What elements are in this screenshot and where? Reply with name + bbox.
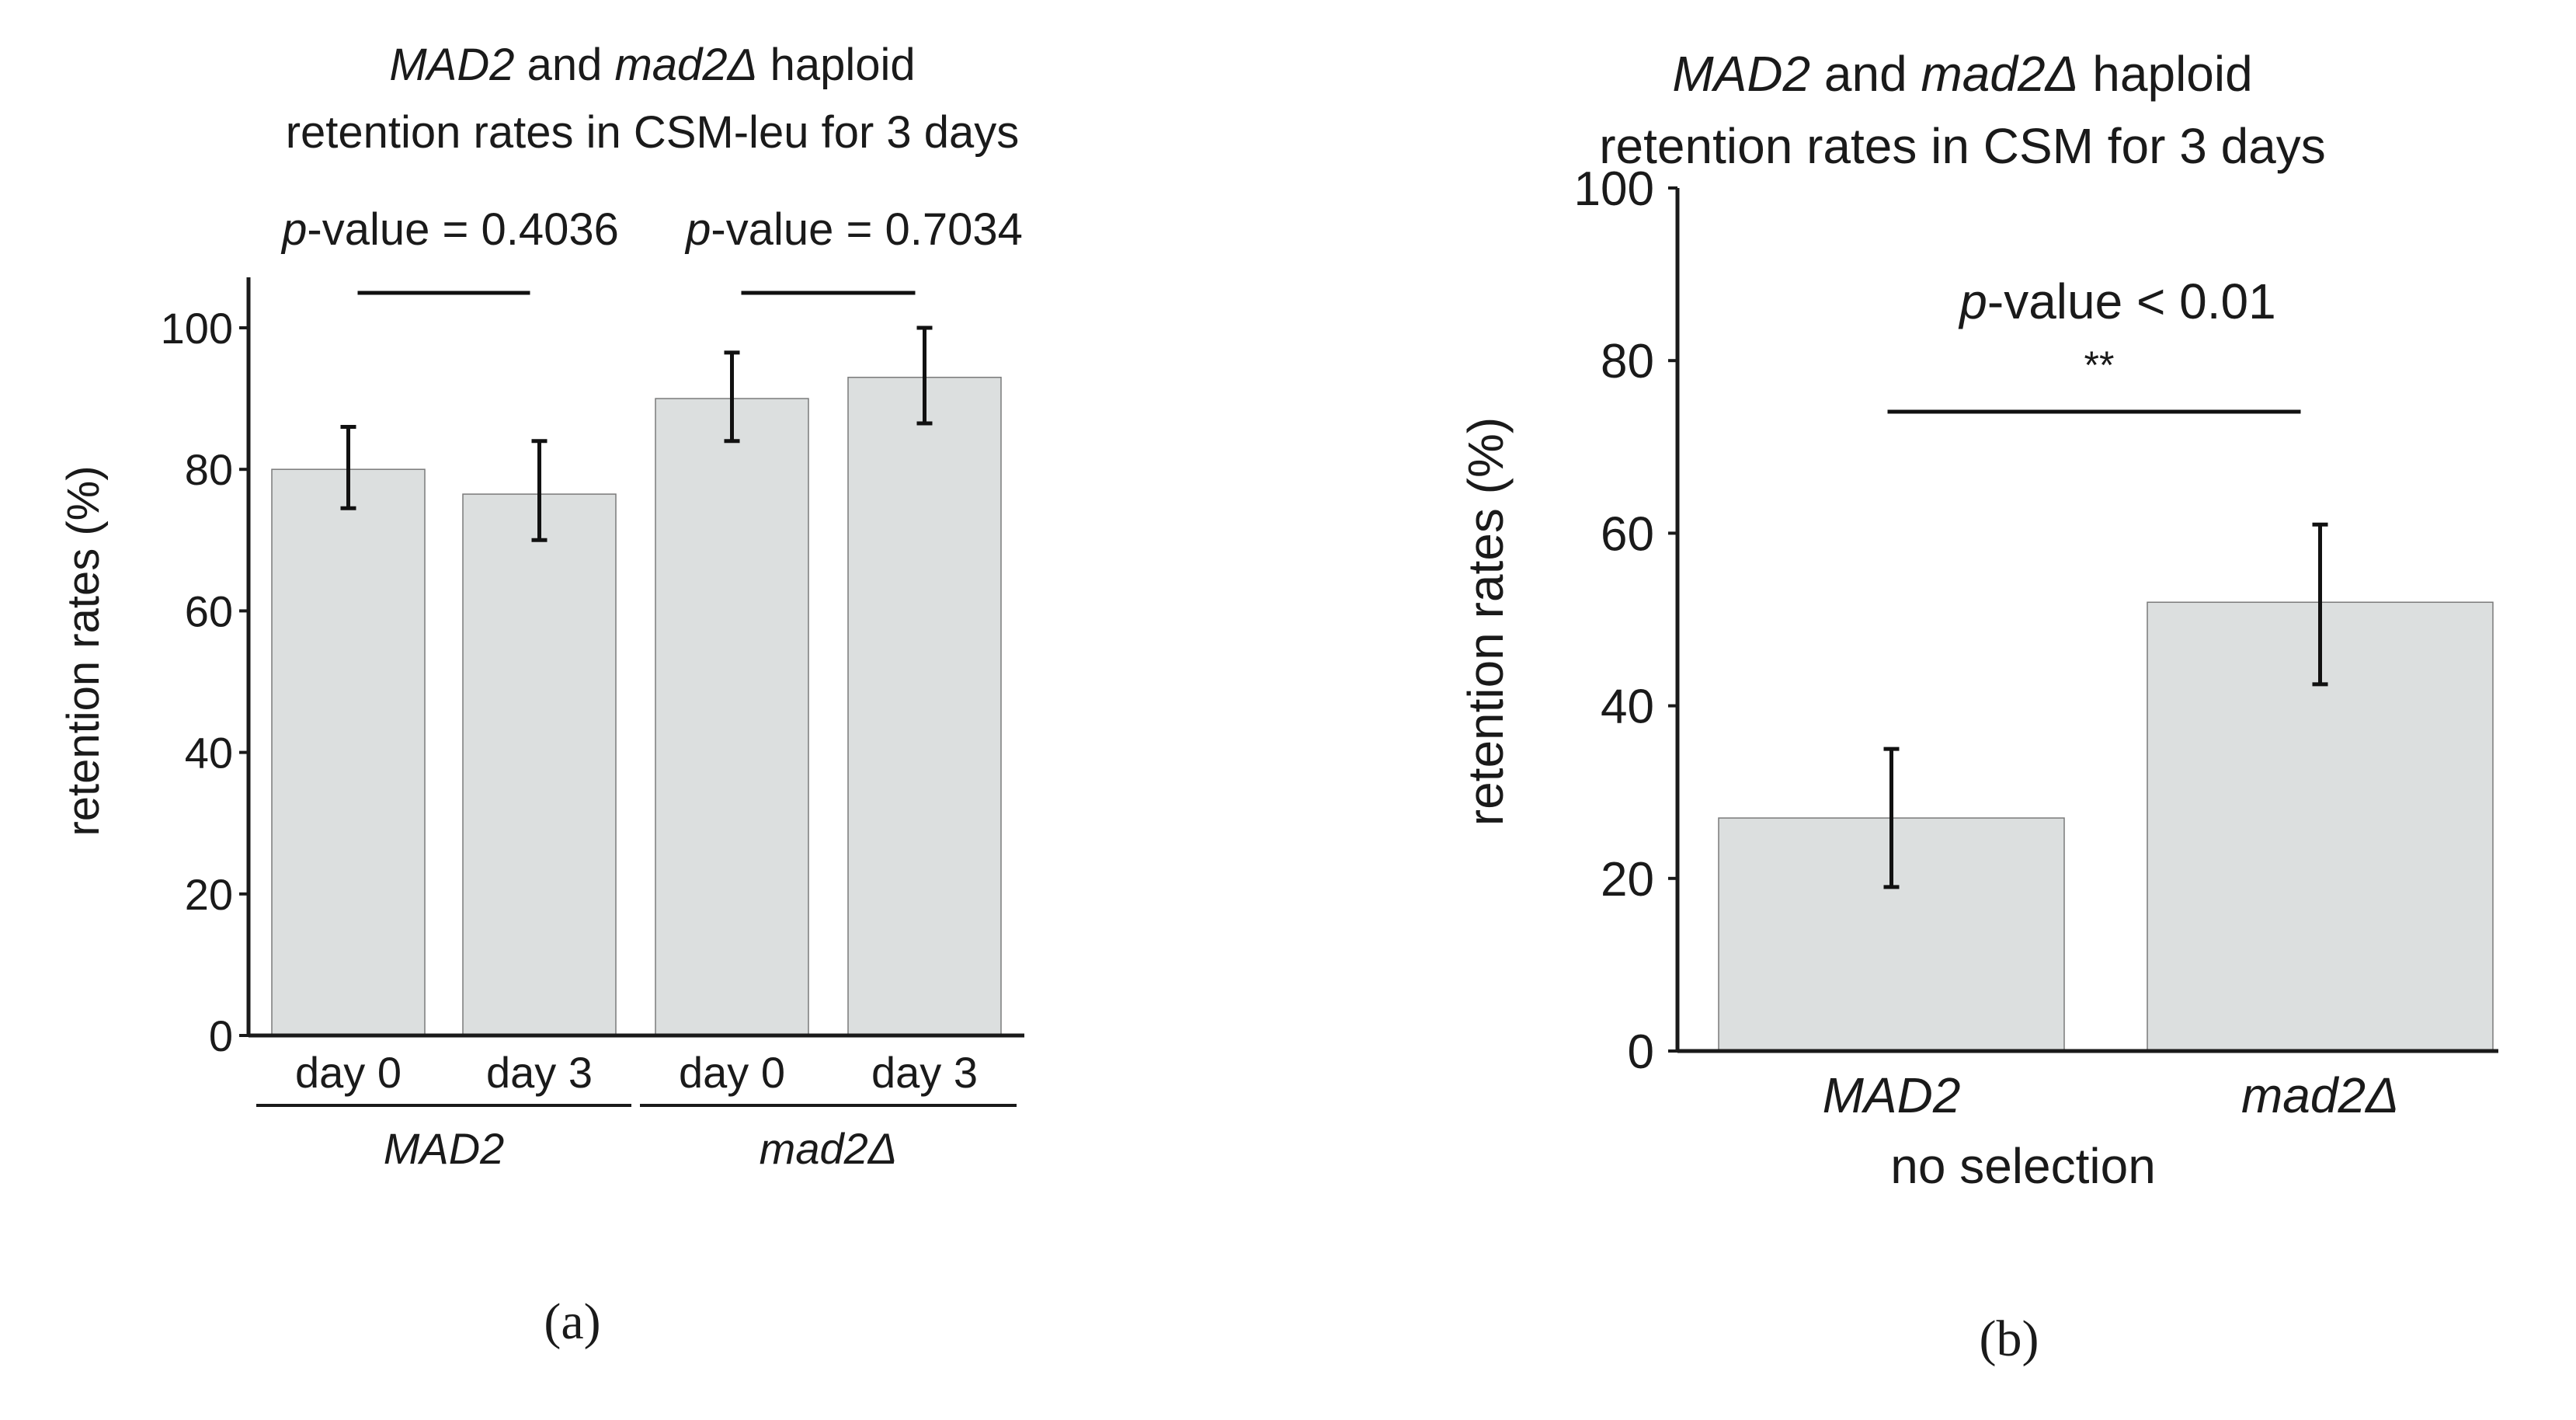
chart-a-errorbar-0	[340, 425, 356, 510]
chart-a-y-tick-label: 40	[185, 729, 233, 778]
chart-b-errorbars	[1883, 522, 2328, 889]
chart-a-y-tick-label: 80	[185, 445, 233, 494]
chart-b-errorbar-1	[2312, 522, 2328, 687]
chart-a-bar-2	[655, 398, 809, 1036]
chart-b-errorbar-0	[1883, 747, 1900, 889]
chart-a-bars	[271, 377, 1002, 1036]
chart-a: MAD2 and mad2Δ haploid retention rates i…	[58, 40, 1024, 1350]
chart-a-x-tick-label: day 0	[295, 1048, 402, 1097]
chart-a-bar-3	[847, 377, 1002, 1036]
chart-a-errorbars	[340, 325, 933, 542]
chart-b-y-tick-label: 100	[1574, 162, 1654, 216]
chart-a-group-label: mad2Δ	[760, 1124, 898, 1173]
chart-a-comparison-label: p-value = 0.7034	[684, 204, 1023, 255]
chart-a-x-tick-label: day 3	[871, 1048, 978, 1097]
chart-b-panel-label: (b)	[1980, 1310, 2039, 1367]
chart-b-y-tick-label: 40	[1601, 680, 1654, 734]
chart-a-errorbar-2	[724, 350, 740, 444]
chart-a-y-tick-label: 100	[161, 304, 233, 353]
chart-b: MAD2 and mad2Δ haploid retention rates i…	[1458, 46, 2498, 1367]
chart-a-group-label: MAD2	[384, 1124, 505, 1173]
chart-a-title-line1: MAD2 and mad2Δ haploid	[389, 40, 915, 90]
chart-b-title-line1: MAD2 and mad2Δ haploid	[1672, 46, 2252, 102]
chart-b-y-axis-label: retention rates (%)	[1458, 417, 1514, 826]
chart-a-bar-0	[271, 468, 426, 1036]
chart-b-comparison-label: p-value < 0.01	[1958, 273, 2275, 329]
chart-a-errorbar-3	[916, 325, 933, 426]
chart-a-y-tick-label: 60	[185, 586, 233, 635]
chart-a-panel-label: (a)	[544, 1293, 600, 1350]
chart-a-y-tick-label: 0	[209, 1011, 233, 1060]
chart-a-errorbar-1	[531, 439, 548, 542]
chart-b-y-ticks: 0 20 40 60 80 100	[1574, 162, 1677, 1079]
chart-b-x-tick-label: mad2Δ	[2241, 1067, 2399, 1123]
chart-b-comparisons: p-value < 0.01 **	[1887, 273, 2301, 414]
chart-b-y-tick-label: 0	[1628, 1025, 1654, 1079]
chart-b-x-axis-label: no selection	[1890, 1138, 2156, 1194]
chart-b-y-tick-label: 60	[1601, 507, 1654, 561]
chart-a-comparison-label: p-value = 0.4036	[280, 204, 619, 255]
chart-a-x-tick-label: day 3	[486, 1048, 593, 1097]
chart-a-x-tick-label: day 0	[679, 1048, 785, 1097]
chart-b-x-ticks: MAD2 mad2Δ	[1823, 1067, 2399, 1123]
chart-a-x-ticks: day 0 day 3 day 0 day 3	[295, 1048, 978, 1097]
chart-a-bar-1	[462, 493, 617, 1036]
chart-a-y-tick-label: 20	[185, 870, 233, 919]
chart-b-title-line2: retention rates in CSM for 3 days	[1599, 118, 2326, 174]
chart-b-x-tick-label: MAD2	[1823, 1067, 1961, 1123]
chart-a-title-line2: retention rates in CSM-leu for 3 days	[286, 107, 1020, 158]
chart-b-significance-stars: **	[2084, 343, 2115, 387]
chart-a-y-ticks: 0 20 40 60 80 100	[161, 304, 249, 1060]
chart-a-y-axis-label: retention rates (%)	[58, 465, 109, 836]
chart-b-bars	[1718, 601, 2494, 1052]
chart-b-y-tick-label: 80	[1601, 335, 1654, 388]
chart-a-comparisons: p-value = 0.4036 p-value = 0.7034	[280, 204, 1023, 295]
chart-b-y-tick-label: 20	[1601, 853, 1654, 907]
chart-a-groups: MAD2 mad2Δ	[256, 1104, 1017, 1173]
